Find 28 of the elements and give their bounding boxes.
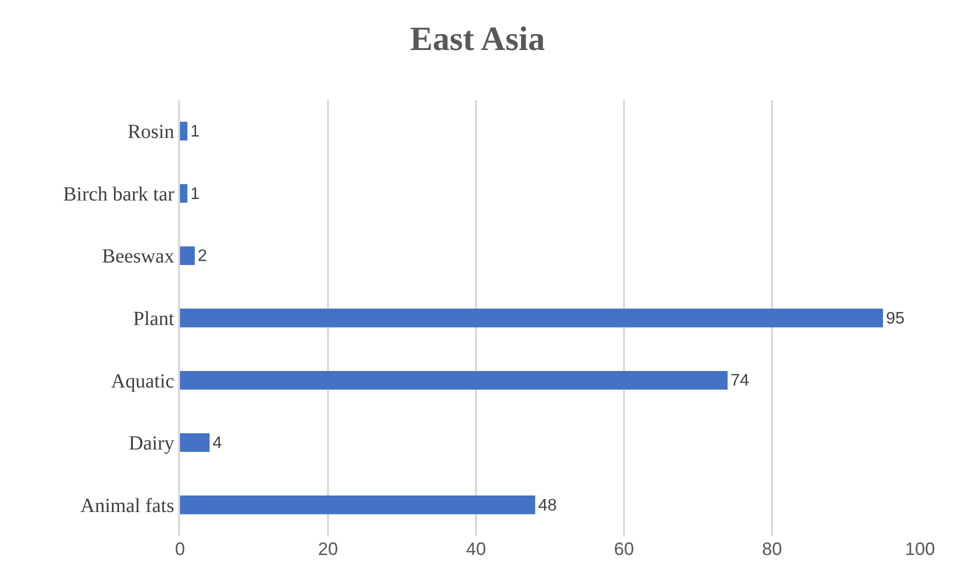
bar xyxy=(180,370,728,390)
y-tick-label: Animal fats xyxy=(80,494,174,517)
data-label: 1 xyxy=(190,122,200,141)
bar xyxy=(180,496,536,514)
x-tick-label: 0 xyxy=(174,539,186,559)
x-tick-label: 40 xyxy=(466,539,486,559)
data-label: 1 xyxy=(190,184,200,203)
x-tick-label: 80 xyxy=(762,539,782,559)
data-label: 48 xyxy=(538,495,557,514)
x-tick-label: 20 xyxy=(318,539,338,559)
x-tick-label: 100 xyxy=(904,539,936,559)
data-label: 2 xyxy=(198,246,208,266)
data-label: 4 xyxy=(212,432,222,452)
y-tick-label: Aquatic xyxy=(110,370,174,392)
bar xyxy=(180,122,188,140)
bar xyxy=(180,308,883,328)
y-tick-label: Plant xyxy=(133,308,175,330)
bar xyxy=(180,433,210,452)
y-tick-label: Beeswax xyxy=(102,246,174,268)
data-label: 74 xyxy=(730,370,750,390)
data-label: 95 xyxy=(886,308,905,328)
y-tick-label: Dairy xyxy=(128,432,174,455)
bar xyxy=(180,184,188,203)
chart-title: East Asia xyxy=(410,20,546,58)
x-tick-label: 60 xyxy=(614,539,634,559)
y-tick-label: Birch bark tar xyxy=(63,183,175,206)
bar xyxy=(180,246,195,266)
y-tick-label: Rosin xyxy=(128,121,174,144)
